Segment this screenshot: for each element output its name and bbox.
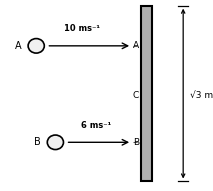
Text: A: A xyxy=(133,41,139,50)
Text: √3 m: √3 m xyxy=(190,91,213,100)
Circle shape xyxy=(28,39,44,53)
Text: B: B xyxy=(34,137,41,147)
Circle shape xyxy=(47,135,63,150)
Text: C: C xyxy=(133,91,139,100)
Text: A: A xyxy=(15,41,22,51)
Text: 6 ms⁻¹: 6 ms⁻¹ xyxy=(81,121,111,130)
Bar xyxy=(141,6,152,181)
Text: 10 ms⁻¹: 10 ms⁻¹ xyxy=(64,24,100,33)
Text: B: B xyxy=(133,138,139,147)
